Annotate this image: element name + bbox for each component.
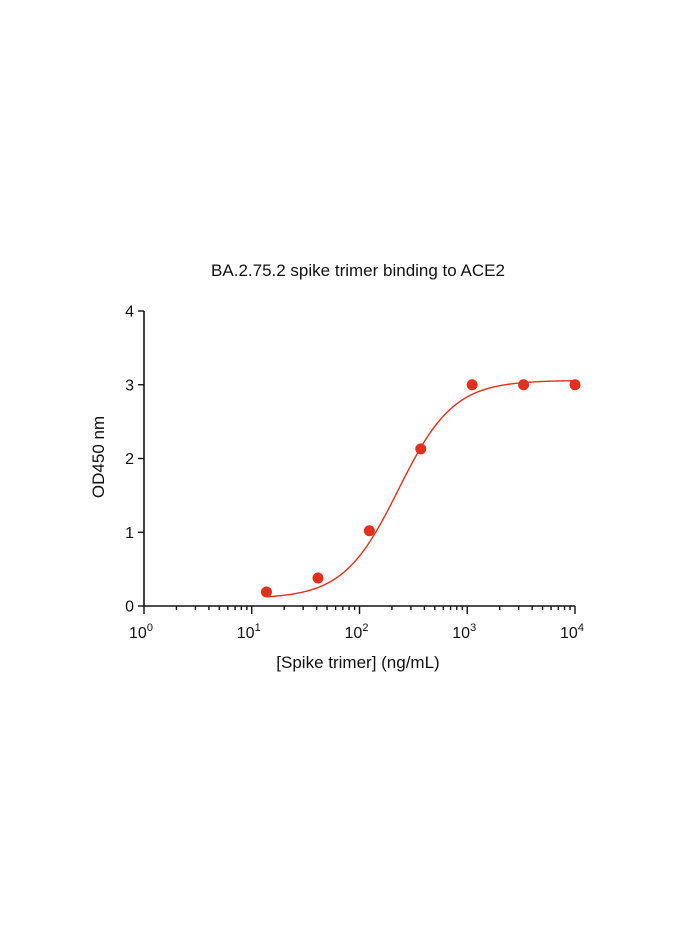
data-point	[260, 586, 272, 598]
fit-curve	[266, 379, 576, 598]
data-point	[415, 443, 427, 455]
fit-curves	[266, 379, 576, 598]
data-points	[260, 379, 581, 598]
y-tick-label: 1	[125, 525, 134, 542]
y-tick-label: 2	[125, 451, 134, 468]
data-point	[466, 379, 478, 391]
x-axis-label: [Spike trimer] (ng/mL)	[276, 653, 439, 672]
x-tick-label: 102	[345, 622, 369, 642]
x-tick-label: 101	[237, 622, 261, 642]
data-point	[363, 525, 375, 537]
x-tick-label: 103	[452, 622, 476, 642]
x-tick-label: 104	[560, 622, 584, 642]
data-point	[569, 379, 581, 391]
y-axis-label: OD450 nm	[89, 416, 108, 498]
chart-title: BA.2.75.2 spike trimer binding to ACE2	[211, 261, 505, 280]
x-tick-label: 100	[129, 622, 153, 642]
data-point	[518, 379, 530, 391]
axes: 0 1 2 3 4 100 101 102 103 104	[125, 304, 584, 643]
y-tick-label: 3	[125, 377, 134, 394]
y-tick-label: 4	[125, 304, 134, 321]
data-point	[312, 572, 324, 584]
y-tick-label: 0	[125, 599, 134, 616]
